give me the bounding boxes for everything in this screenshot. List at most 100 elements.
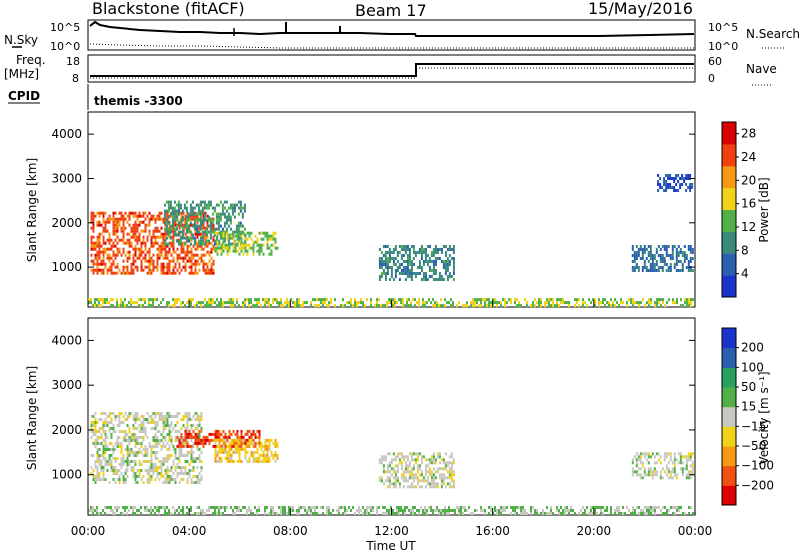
data-cell [226, 243, 229, 247]
data-cell [92, 247, 95, 251]
data-cell [664, 304, 666, 308]
data-cell [659, 461, 662, 465]
data-cell [673, 266, 676, 269]
data-cell [116, 247, 119, 251]
data-cell [332, 509, 334, 512]
data-cell [312, 298, 314, 302]
data-cell [410, 476, 413, 480]
data-cell [412, 464, 415, 468]
data-cell [120, 451, 123, 454]
data-cell [274, 298, 276, 302]
data-cell [118, 223, 121, 227]
data-cell [130, 229, 133, 233]
data-cell [240, 243, 243, 247]
data-cell [342, 512, 344, 515]
data-cell [388, 512, 390, 515]
data-cell [150, 466, 153, 469]
data-cell [484, 298, 486, 302]
data-cell [400, 301, 402, 305]
data-cell [128, 460, 131, 463]
data-cell [276, 456, 279, 460]
data-cell [150, 427, 153, 430]
data-cell [258, 506, 260, 509]
data-cell [184, 438, 187, 442]
data-cell [202, 512, 204, 515]
data-cell [172, 463, 175, 466]
data-cell [616, 509, 618, 512]
data-cell [122, 430, 125, 433]
data-cell [552, 512, 554, 515]
y-tick-label: 2000 [51, 216, 82, 230]
data-cell [362, 512, 364, 515]
data-cell [196, 441, 199, 445]
data-cell [222, 243, 225, 247]
data-cell [418, 479, 421, 483]
data-cell [136, 475, 139, 478]
data-cell [218, 435, 221, 439]
data-cell [216, 246, 219, 250]
data-cell [216, 444, 219, 448]
data-cell [388, 476, 391, 480]
data-cell [96, 436, 99, 439]
data-cell [98, 214, 101, 218]
data-cell [390, 458, 393, 462]
data-cell [102, 445, 105, 448]
data-cell [659, 470, 662, 474]
data-cell [126, 232, 129, 236]
data-cell [298, 512, 300, 515]
data-cell [226, 237, 229, 241]
data-cell [106, 298, 108, 302]
data-cell [242, 243, 245, 247]
data-cell [166, 250, 169, 254]
data-cell [252, 438, 255, 442]
data-cell [98, 436, 101, 439]
data-cell [496, 304, 498, 308]
data-cell [192, 451, 195, 454]
data-cell [184, 262, 187, 266]
data-cell [228, 459, 231, 463]
data-cell [177, 230, 180, 234]
data-cell [96, 451, 99, 454]
data-cell [286, 512, 288, 515]
data-cell [156, 436, 159, 439]
data-cell [432, 263, 435, 266]
data-cell [242, 252, 245, 256]
data-cell [572, 509, 574, 512]
data-cell [190, 435, 193, 439]
data-cell [530, 509, 532, 512]
data-cell [410, 455, 413, 459]
data-cell [689, 476, 692, 480]
data-cell [134, 442, 137, 445]
data-cell [110, 412, 113, 415]
data-cell [472, 304, 474, 308]
data-cell [364, 512, 366, 515]
data-cell [122, 223, 125, 227]
data-cell [120, 271, 123, 275]
data-cell [166, 466, 169, 469]
data-cell [134, 433, 137, 436]
data-cell [382, 482, 385, 486]
data-cell [179, 203, 182, 207]
data-cell [185, 218, 188, 222]
data-cell [304, 506, 306, 509]
data-cell [584, 509, 586, 512]
data-cell [372, 509, 374, 512]
data-cell [100, 427, 103, 430]
data-cell [390, 272, 393, 275]
data-cell [219, 236, 222, 240]
data-cell [679, 461, 682, 465]
data-cell [90, 241, 93, 245]
data-cell [230, 459, 233, 463]
data-cell [410, 245, 413, 248]
data-cell [178, 253, 181, 257]
data-cell [689, 455, 692, 459]
data-cell [165, 236, 168, 240]
data-cell [641, 452, 644, 456]
data-cell [416, 458, 419, 462]
data-cell [223, 206, 226, 210]
data-cell [177, 212, 180, 216]
data-cell [394, 304, 396, 308]
data-cell [448, 272, 451, 275]
data-cell [382, 260, 385, 263]
data-cell [654, 506, 656, 509]
